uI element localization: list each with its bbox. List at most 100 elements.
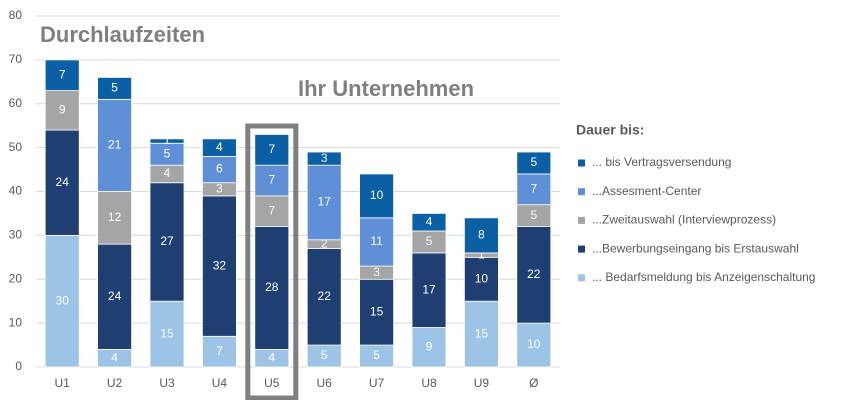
data-label: 5	[426, 234, 433, 248]
bar-segment	[463, 217, 499, 254]
data-label: 1	[478, 247, 485, 261]
annotation: Ihr Unternehmen	[298, 76, 474, 101]
bar-segment	[201, 138, 237, 157]
data-label: 7	[268, 203, 275, 217]
bar-segment	[97, 191, 132, 245]
data-label: 3	[373, 265, 380, 279]
data-label: 8	[478, 228, 485, 242]
data-label: 3	[321, 151, 328, 165]
x-tick-label: U9	[474, 376, 490, 390]
bar-segment	[359, 278, 395, 346]
data-label: 4	[164, 166, 171, 180]
x-tick-label: U2	[107, 376, 123, 390]
legend-swatch	[578, 188, 585, 196]
bar-segment	[44, 59, 80, 91]
y-tick-label: 30	[9, 228, 23, 242]
data-label: 9	[426, 339, 433, 353]
bar-segment	[516, 226, 552, 324]
y-tick-label: 50	[9, 140, 23, 154]
legend-swatch	[578, 159, 585, 167]
bar-segment	[97, 77, 132, 100]
bar-segment	[149, 182, 185, 302]
y-tick-label: 60	[9, 96, 23, 110]
bar-segment	[306, 248, 342, 346]
data-label: 3	[216, 181, 223, 195]
chart-title: Durchlaufzeiten	[40, 22, 205, 47]
data-label: 1	[164, 133, 171, 147]
data-label: 4	[216, 140, 223, 154]
x-tick-label: U7	[369, 376, 385, 390]
data-label: 10	[475, 271, 489, 285]
bar-segment	[201, 335, 237, 368]
y-tick-label: 0	[15, 359, 22, 373]
data-label: 4	[426, 214, 433, 228]
bar-segment	[306, 151, 342, 166]
data-label: 30	[56, 293, 70, 307]
data-label: 12	[108, 210, 122, 224]
legend-label: ... Bedarfsmeldung bis Anzeigenschaltung	[592, 270, 815, 284]
x-tick-label: Ø	[529, 376, 538, 390]
data-label: 9	[59, 103, 66, 117]
legend-label: ...Zweitauswahl (Interviewprozess)	[592, 213, 776, 227]
x-tick-label: U4	[212, 376, 228, 390]
data-label: 24	[108, 289, 122, 303]
x-tick-label: U5	[264, 376, 280, 390]
data-label: 10	[370, 188, 384, 202]
bar-segment	[97, 98, 132, 192]
data-label: 17	[422, 282, 436, 296]
bar-segment	[201, 195, 237, 337]
data-label: 7	[268, 173, 275, 187]
bar-segment	[359, 217, 395, 267]
bar-segment	[516, 151, 552, 175]
data-label: 28	[265, 280, 279, 294]
y-tick-label: 80	[9, 8, 23, 22]
data-label: 7	[530, 181, 537, 195]
bar-segment	[44, 129, 80, 236]
data-label: 5	[530, 208, 537, 222]
legend-title: Dauer bis:	[576, 122, 644, 138]
data-label: 15	[475, 326, 489, 340]
data-label: 4	[268, 350, 275, 364]
data-label: 21	[108, 138, 122, 152]
data-label: 22	[318, 289, 332, 303]
bar-segment	[254, 134, 290, 166]
bar-segment	[97, 243, 132, 350]
bar-segment	[359, 173, 395, 219]
y-tick-label: 10	[9, 315, 23, 329]
data-label: 5	[321, 348, 328, 362]
y-tick-label: 20	[9, 271, 23, 285]
bar-segment	[201, 155, 237, 184]
bar-segment	[516, 322, 552, 368]
x-tick-label: U6	[317, 376, 333, 390]
data-label: 11	[370, 234, 383, 248]
bar-segment	[44, 234, 80, 368]
data-label: 6	[216, 162, 223, 176]
data-label: 10	[527, 337, 541, 351]
data-label: 7	[268, 142, 275, 156]
data-label: 15	[370, 304, 384, 318]
bar-segment	[306, 164, 342, 241]
x-tick-label: U8	[421, 376, 437, 390]
data-label: 4	[111, 350, 118, 364]
legend-label: ...Bewerbungseingang bis Erstauswahl	[592, 241, 799, 255]
data-label: 27	[160, 234, 174, 248]
data-label: 17	[318, 195, 332, 209]
highlight-box	[245, 123, 299, 400]
data-label: 5	[111, 81, 118, 95]
x-tick-label: U3	[159, 376, 175, 390]
bar-segment	[149, 138, 185, 144]
x-tick-label: U1	[55, 376, 71, 390]
data-label: 32	[213, 258, 227, 272]
data-label: 2	[321, 236, 328, 250]
data-label: 7	[59, 67, 66, 81]
bar-segment	[411, 213, 447, 232]
y-tick-label: 40	[9, 184, 23, 198]
data-label: 5	[373, 348, 380, 362]
data-label: 7	[216, 344, 223, 358]
data-label: 5	[164, 146, 171, 160]
legend-label: ... bis Vertragsversendung	[592, 155, 731, 169]
data-label: 22	[527, 267, 541, 281]
data-label: 5	[530, 155, 537, 169]
data-label: 24	[56, 175, 70, 189]
